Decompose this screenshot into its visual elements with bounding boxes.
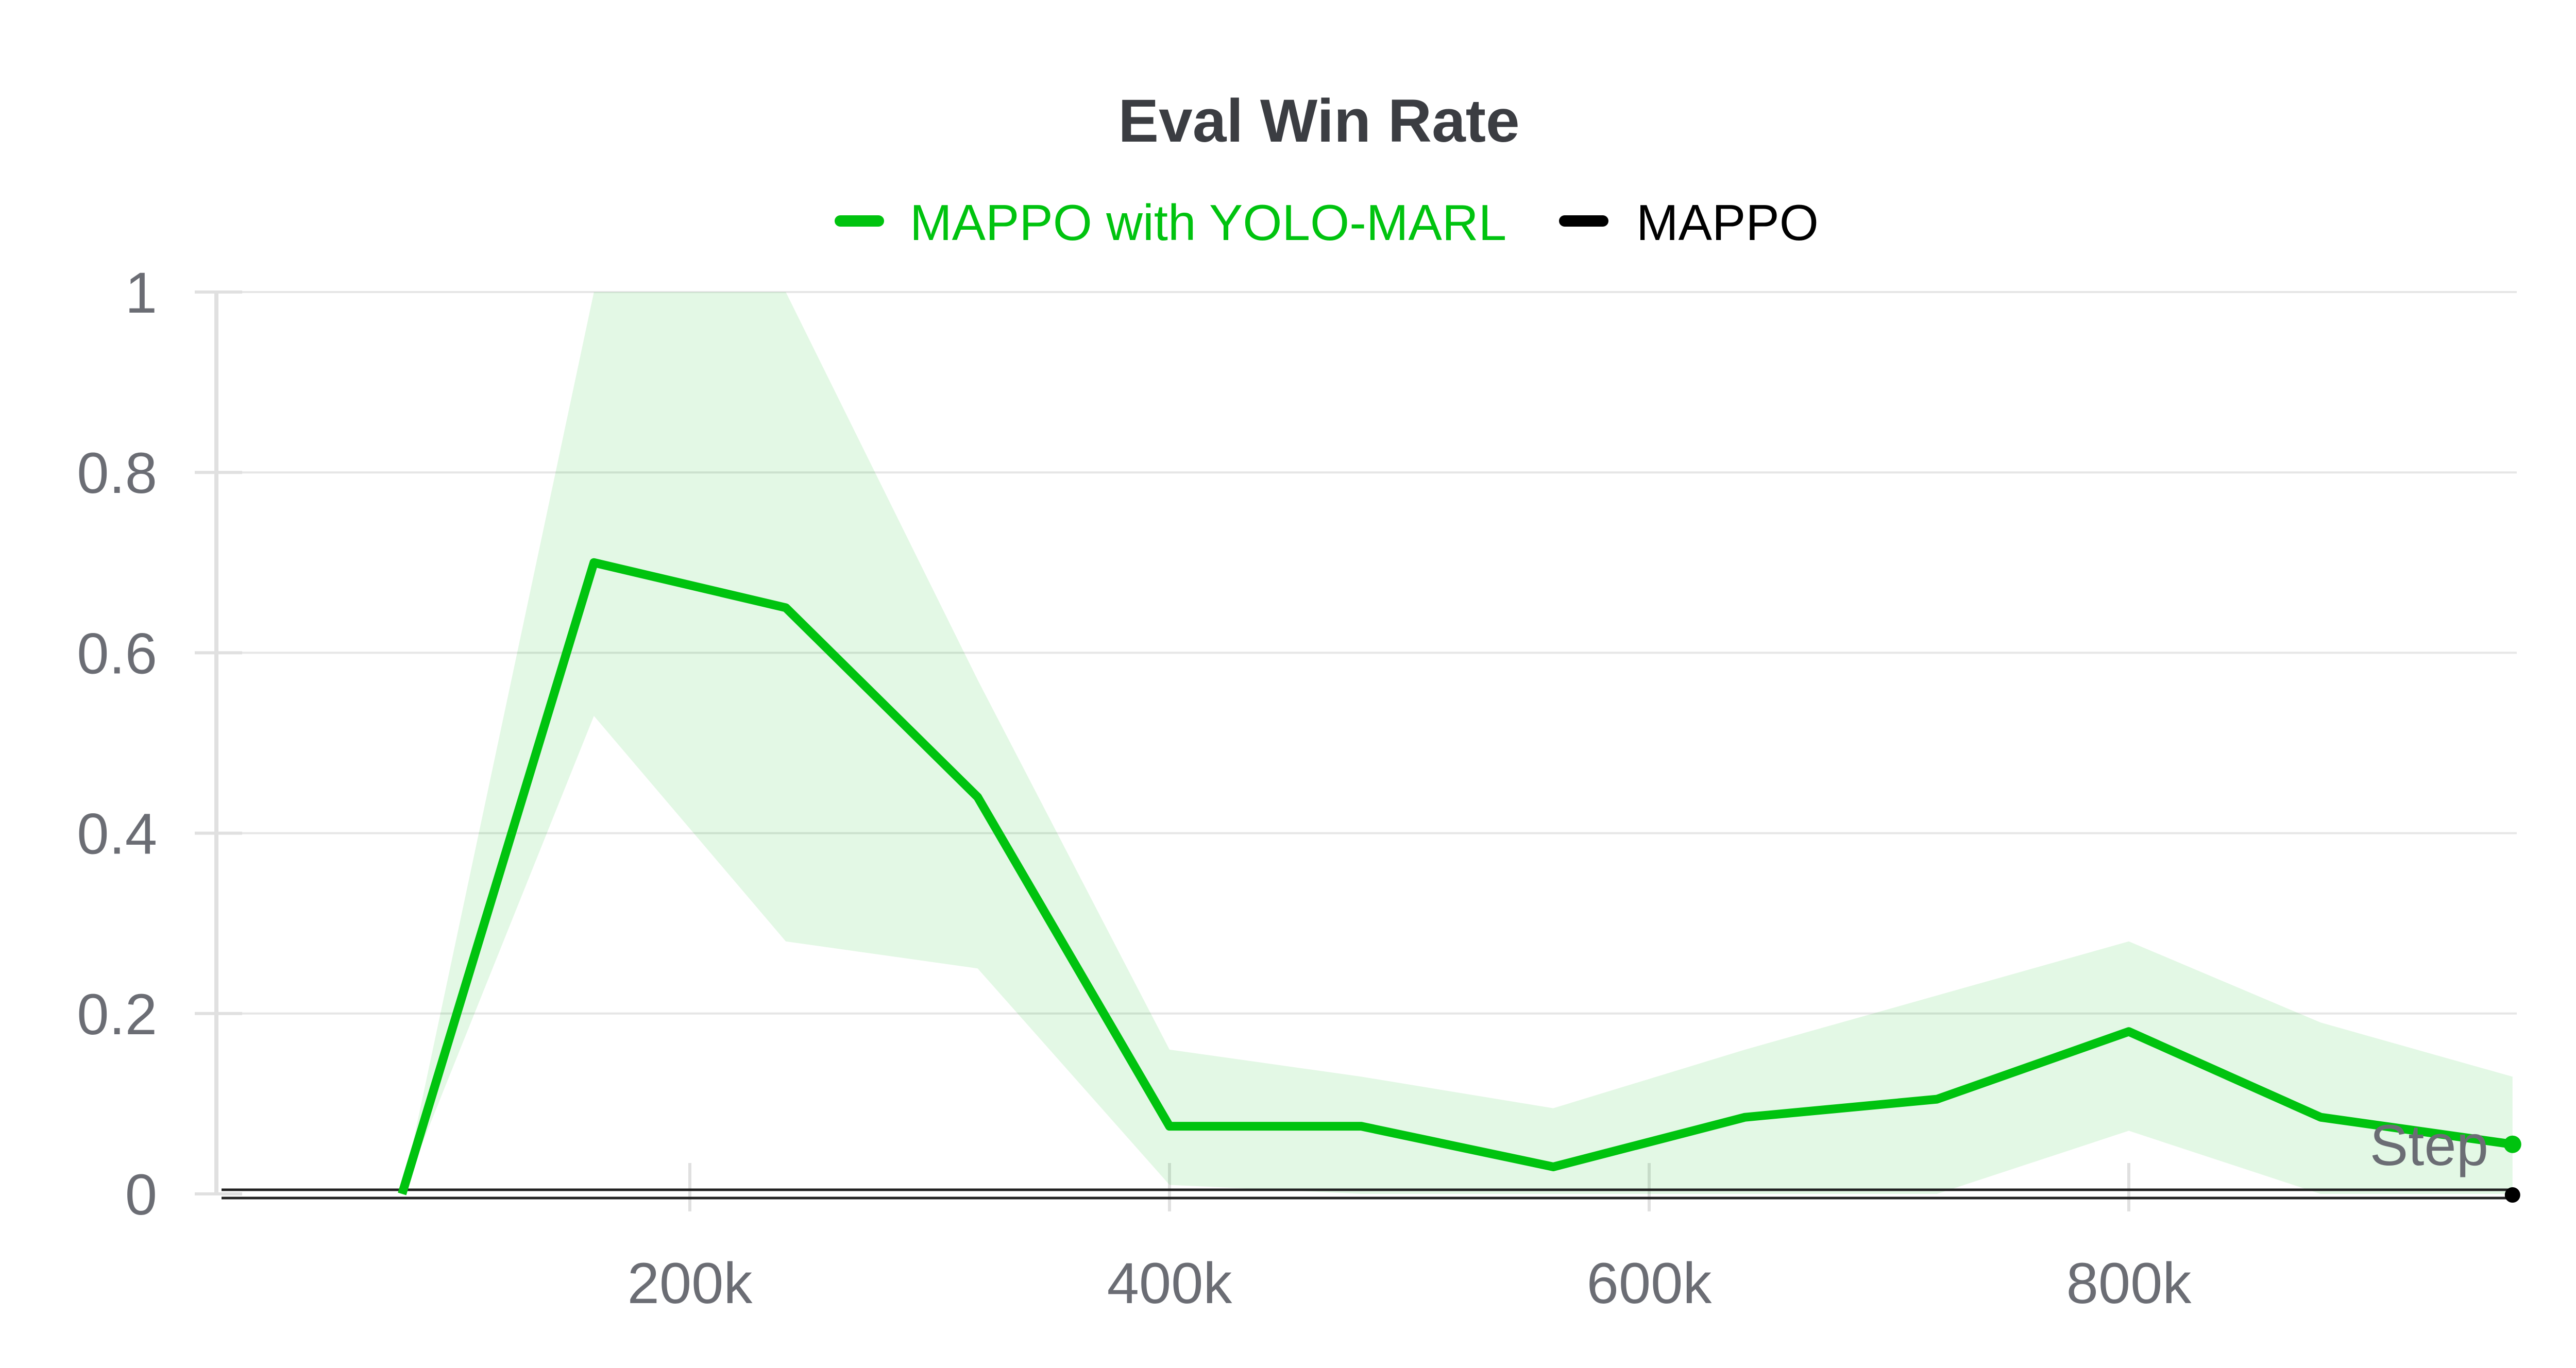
y-tick-label: 0.2	[77, 982, 157, 1047]
chart-title: Eval Win Rate	[1118, 87, 1519, 155]
legend-item-yolo-marl[interactable]: MAPPO with YOLO-MARL	[835, 194, 1506, 251]
confidence-band-yolo-marl	[402, 292, 2513, 1194]
grid	[227, 291, 2517, 1015]
legend-item-mappo[interactable]: MAPPO	[1559, 194, 1819, 251]
confidence-band	[402, 292, 2513, 1194]
x-tick-label: 200k	[628, 1251, 753, 1315]
series-endpoint-yolo-marl	[2503, 1135, 2521, 1153]
legend-label-yolo-marl: MAPPO with YOLO-MARL	[910, 194, 1506, 251]
x-tick-label: 400k	[1107, 1251, 1233, 1315]
y-tick-label: 0.4	[77, 802, 157, 866]
y-tick-label: 0	[125, 1162, 157, 1227]
tick-labels: 0 0.2 0.4 0.6 0.8 1 200k 400k 600k 800k	[77, 261, 2192, 1315]
legend-swatch-mappo	[1559, 215, 1608, 227]
series-endpoint-mappo	[2504, 1187, 2520, 1203]
y-tick-label: 0.6	[77, 621, 157, 686]
x-tick-label: 600k	[1587, 1251, 1713, 1315]
legend: MAPPO with YOLO-MARL MAPPO	[835, 194, 1819, 251]
legend-swatch-yolo-marl	[835, 215, 884, 227]
y-tick-label: 1	[125, 261, 157, 325]
x-tick-label: 800k	[2066, 1251, 2192, 1315]
legend-label-mappo: MAPPO	[1636, 194, 1819, 251]
y-tick-label: 0.8	[77, 441, 157, 505]
x-axis-label: Step	[2370, 1113, 2488, 1177]
axes	[195, 290, 2130, 1211]
series-line-yolo-marl	[398, 558, 2513, 1195]
series-lines	[222, 558, 2521, 1203]
